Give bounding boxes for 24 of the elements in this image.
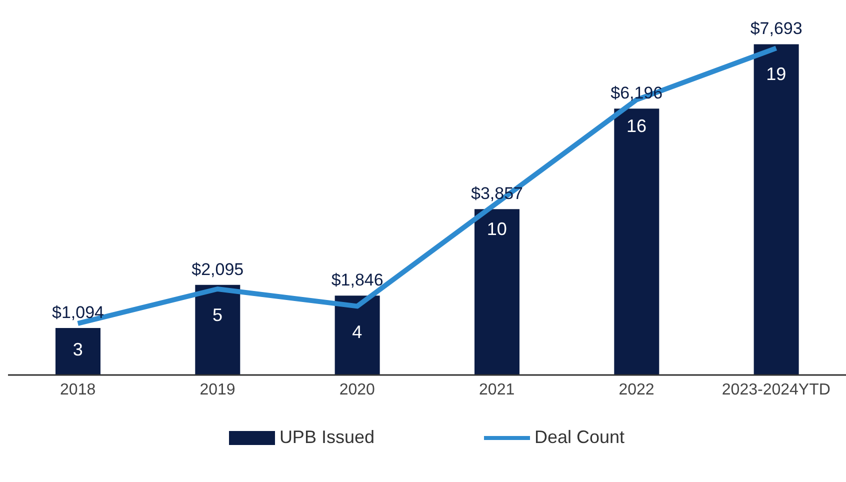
bar (195, 284, 240, 375)
x-tick-label: 2021 (479, 381, 515, 398)
data-label: $7,693 (750, 19, 802, 38)
data-label: 3 (72, 339, 83, 360)
bar (55, 328, 100, 375)
bar (754, 44, 799, 375)
x-tick-label: 2020 (339, 381, 376, 398)
data-label: 5 (212, 305, 223, 325)
data-label: $1,846 (331, 270, 384, 290)
bar (614, 108, 660, 375)
bar (474, 209, 520, 375)
bar (334, 296, 380, 375)
x-tick-label: 2022 (618, 381, 654, 398)
x-tick-label: 2019 (200, 381, 236, 398)
data-label: $1,094 (52, 302, 104, 322)
x-tick-label: 2018 (60, 381, 96, 398)
legend-label: Deal Count (534, 427, 625, 448)
x-tick-label: 2023-2024YTD (722, 381, 830, 398)
data-label: 16 (626, 116, 647, 136)
data-label: 19 (766, 64, 786, 84)
data-label: 10 (486, 219, 507, 239)
data-label: 4 (352, 322, 362, 342)
legend-label: UPB Issued (279, 427, 374, 448)
data-label: $2,095 (192, 260, 244, 279)
